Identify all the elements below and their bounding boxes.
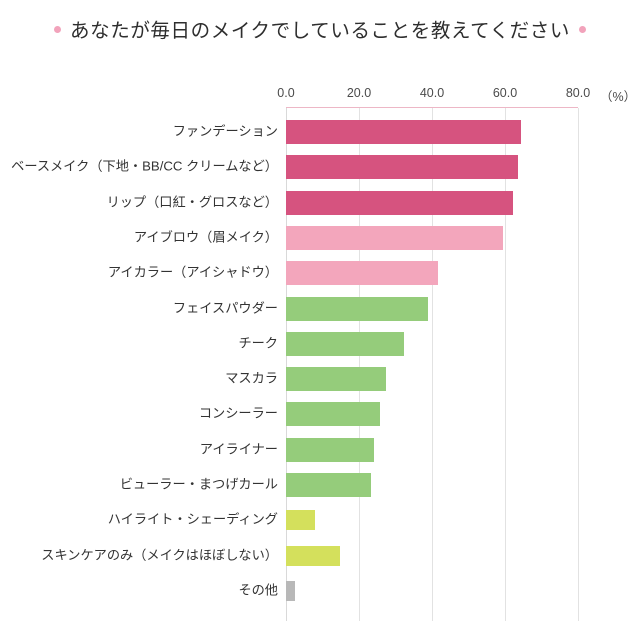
title-dot-right-icon: [578, 26, 586, 33]
page-title: あなたが毎日のメイクでしていることを教えてください: [70, 20, 570, 42]
bar-row: ビューラー・まつげカール: [0, 468, 640, 502]
category-label: ファンデーション: [172, 123, 278, 139]
bar-4: [286, 261, 438, 286]
gridlines: [0, 108, 640, 621]
bar-12: [286, 545, 341, 566]
x-axis-unit-label: （%）: [600, 90, 637, 104]
gridline-40: [432, 108, 433, 621]
bar-10: [286, 473, 372, 497]
bar-row: スキンケアのみ（メイクはほぼしない）: [0, 539, 640, 573]
category-label: ハイライト・シェーディング: [107, 512, 278, 528]
axis-top-rule: [286, 107, 578, 108]
bar-6: [286, 331, 404, 356]
bar-row: ファンデーション: [0, 115, 640, 149]
category-label: マスカラ: [225, 370, 278, 386]
x-axis-tick-labels: 0.0 20.0 40.0 60.0 80.0 （%）: [0, 86, 640, 108]
bar-rows: ファンデーションベースメイク（下地・BB/CC クリームなど） リップ（口紅・グロ…: [0, 108, 640, 621]
gridline-80: [578, 108, 579, 621]
bar-row: ベースメイク（下地・BB/CC クリームなど）: [0, 150, 640, 184]
category-label: リップ（口紅・グロスなど）: [106, 194, 278, 210]
bar-row: コンシーラー: [0, 397, 640, 431]
bar-7: [286, 367, 386, 392]
bar-3: [286, 225, 504, 250]
bar-2: [286, 190, 514, 215]
bar-row: フェイスパウダー: [0, 292, 640, 326]
bar-row: その他: [0, 574, 640, 608]
bar-0: [286, 120, 522, 144]
plot-area: 0.0 20.0 40.0 60.0 80.0 （%） ファンデーションベースメ…: [0, 86, 640, 621]
title-dot-left-icon: [54, 26, 62, 33]
bar-1: [286, 155, 519, 180]
bar-row: アイライナー: [0, 433, 640, 467]
gridline-20: [359, 108, 360, 621]
category-label: アイライナー: [199, 441, 278, 457]
bar-8: [286, 402, 381, 427]
category-label: ビューラー・まつげカール: [119, 476, 278, 492]
gridline-0: [286, 108, 287, 621]
category-label: フェイスパウダー: [172, 300, 278, 316]
gridline-60: [505, 108, 506, 621]
x-tick-2: 40.0: [419, 86, 445, 100]
x-tick-0: 0.0: [277, 86, 295, 100]
category-label: アイカラー（アイシャドウ）: [107, 264, 278, 280]
x-tick-4: 80.0: [565, 86, 591, 100]
bar-9: [286, 437, 374, 462]
category-label: スキンケアのみ（メイクはほぼしない）: [41, 547, 278, 563]
bar-5: [286, 296, 428, 321]
bar-row: リップ（口紅・グロスなど）: [0, 186, 640, 220]
bar-11: [286, 510, 316, 531]
category-label: チーク: [238, 335, 278, 351]
bar-row: アイカラー（アイシャドウ）: [0, 256, 640, 290]
x-tick-1: 20.0: [346, 86, 372, 100]
category-label: ベースメイク（下地・BB/CC クリームなど）: [11, 159, 278, 175]
category-label: アイブロウ（眉メイク）: [133, 229, 278, 245]
bar-row: チーク: [0, 327, 640, 361]
category-label: コンシーラー: [198, 406, 278, 422]
category-label: その他: [238, 582, 278, 598]
x-tick-3: 60.0: [492, 86, 518, 100]
chart-title: あなたが毎日のメイクでしていることを教えてください: [0, 14, 640, 43]
bar-row: ハイライト・シェーディング: [0, 503, 640, 537]
bar-row: アイブロウ（眉メイク）: [0, 221, 640, 255]
bar-row: マスカラ: [0, 362, 640, 396]
bar-13: [286, 580, 296, 601]
